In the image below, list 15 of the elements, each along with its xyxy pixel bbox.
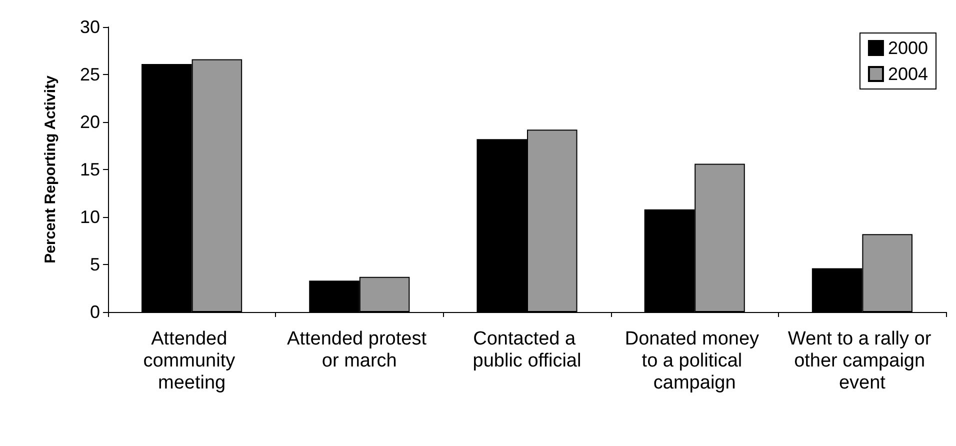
y-tick-label: 10 xyxy=(80,207,100,227)
x-tick-label: Attended community meeting xyxy=(143,328,240,394)
y-tick-label: 15 xyxy=(80,160,100,180)
legend-label: 2004 xyxy=(888,64,928,84)
y-tick-label: 0 xyxy=(90,302,100,322)
y-axis-title: Percent Reporting Activity xyxy=(42,74,59,264)
x-tick-label: Went to a rally or other campaign event xyxy=(788,328,936,394)
x-tick-label: Contacted a public official xyxy=(472,328,582,372)
legend-label: 2000 xyxy=(888,38,928,58)
y-tick-label: 30 xyxy=(80,17,100,37)
y-tick-label: 5 xyxy=(90,254,100,274)
x-tick-label: Donated money to a political campaign xyxy=(624,328,764,394)
x-tick-label: Attended protest or march xyxy=(287,328,432,372)
y-tick-label: 20 xyxy=(80,112,100,132)
y-tick-label: 25 xyxy=(80,64,100,84)
